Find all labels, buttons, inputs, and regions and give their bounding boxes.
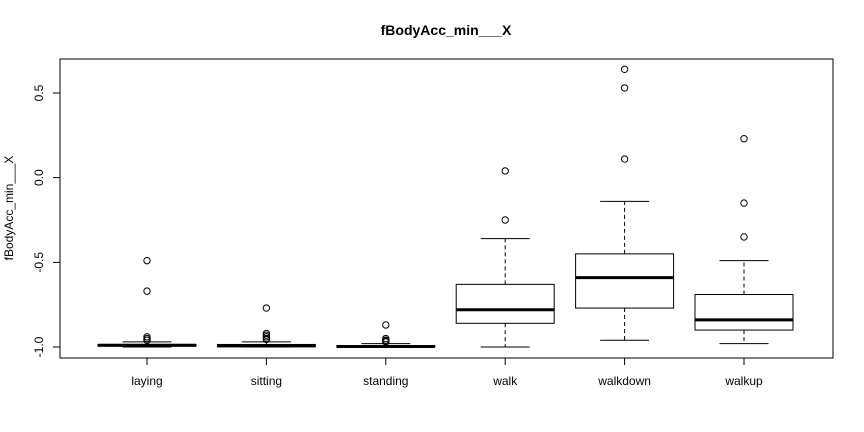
box-standing bbox=[336, 321, 436, 348]
boxes-layer bbox=[97, 65, 794, 348]
y-axis-label: fBodyAcc_min___X bbox=[2, 156, 16, 261]
y-tick-label: 0.0 bbox=[32, 169, 46, 186]
y-tick-label: -0.5 bbox=[32, 252, 46, 273]
y-tick-label: -1.0 bbox=[32, 336, 46, 357]
outlier-point bbox=[143, 336, 151, 344]
outlier-point bbox=[620, 155, 629, 163]
x-tick-label: sitting bbox=[251, 374, 282, 388]
outlier-point bbox=[143, 287, 151, 295]
outlier-point bbox=[382, 321, 390, 329]
iqr-box bbox=[694, 294, 794, 331]
y-tick-label: 0.5 bbox=[32, 84, 46, 101]
outlier-point bbox=[382, 338, 390, 346]
x-axis: laying sitting standing walk walkdown walkup bbox=[131, 357, 763, 388]
outlier-point bbox=[620, 65, 629, 73]
box-laying bbox=[97, 256, 197, 348]
x-tick-label: walkdown bbox=[597, 374, 651, 388]
x-tick-label: laying bbox=[131, 374, 162, 388]
outlier-point bbox=[262, 335, 271, 344]
outlier-point bbox=[740, 135, 748, 143]
y-axis: -1.0 -0.5 0.0 0.5 bbox=[32, 84, 61, 357]
outlier-point bbox=[620, 84, 629, 92]
outlier-point bbox=[262, 304, 271, 312]
box-walk bbox=[455, 167, 555, 348]
x-tick-label: walk bbox=[492, 374, 518, 388]
chart-title: fBodyAcc_min___X bbox=[381, 22, 512, 38]
outlier-point bbox=[143, 256, 151, 265]
outlier-point bbox=[501, 216, 509, 224]
x-tick-label: walkup bbox=[724, 374, 763, 388]
outlier-point bbox=[740, 199, 748, 207]
box-walkup bbox=[694, 135, 794, 345]
box-walkdown bbox=[575, 65, 675, 341]
iqr-box bbox=[575, 253, 675, 309]
outlier-point bbox=[740, 233, 748, 241]
x-tick-label: standing bbox=[363, 374, 408, 388]
iqr-box bbox=[455, 283, 555, 324]
outlier-point bbox=[501, 167, 509, 175]
box-sitting bbox=[216, 304, 316, 348]
